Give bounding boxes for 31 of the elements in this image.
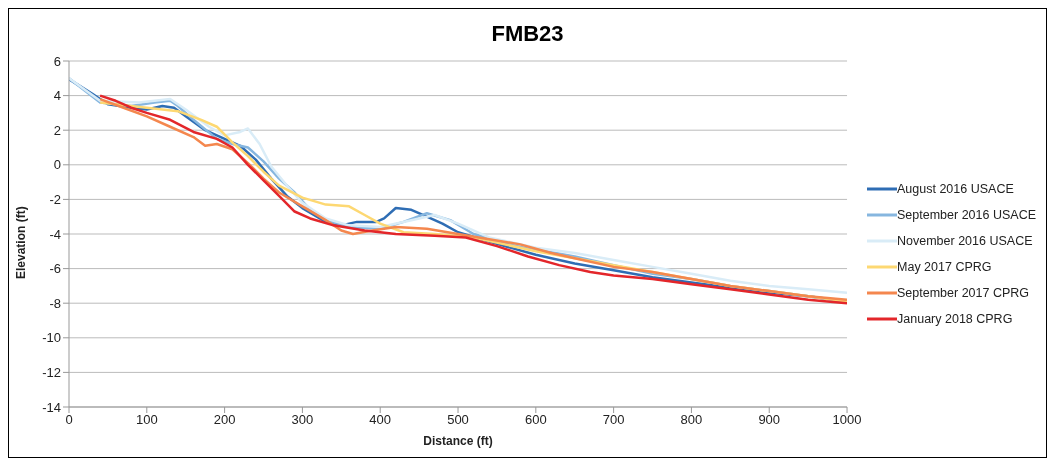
chart-title: FMB23 <box>490 20 565 48</box>
x-tick-label: 800 <box>680 412 703 428</box>
y-tick-label: -8 <box>49 295 61 311</box>
x-tick-label: 200 <box>213 412 236 428</box>
x-tick-label: 300 <box>291 412 314 428</box>
y-tick-label: -12 <box>42 365 61 381</box>
y-tick-label: 4 <box>53 88 61 104</box>
legend-label: November 2016 USACE <box>897 234 1033 248</box>
x-tick-label: 700 <box>602 412 625 428</box>
y-tick-label: 6 <box>53 53 61 69</box>
y-tick-label: -6 <box>49 261 61 277</box>
x-tick-label: 600 <box>524 412 547 428</box>
y-tick-label: -10 <box>42 330 61 346</box>
y-axis-title: Elevation (ft) <box>14 206 29 279</box>
y-tick-label: 2 <box>53 122 61 138</box>
y-tick-label: -14 <box>42 399 61 415</box>
legend-label: August 2016 USACE <box>897 182 1014 196</box>
x-tick-label: 1000 <box>832 412 862 428</box>
x-tick-label: 100 <box>135 412 158 428</box>
legend-label: May 2017 CPRG <box>897 260 992 274</box>
legend-label: September 2016 USACE <box>897 208 1036 222</box>
x-tick-label: 500 <box>447 412 469 428</box>
y-tick-label: -2 <box>49 192 61 208</box>
x-tick-label: 400 <box>369 412 392 428</box>
y-tick-label: -4 <box>49 226 61 242</box>
x-tick-label: 0 <box>65 412 73 428</box>
legend-label: September 2017 CPRG <box>897 286 1030 300</box>
legend-label: January 2018 CPRG <box>897 312 1013 326</box>
y-tick-label: 0 <box>53 157 61 173</box>
x-tick-label: 900 <box>758 412 781 428</box>
x-axis-title: Distance (ft) <box>423 434 493 448</box>
